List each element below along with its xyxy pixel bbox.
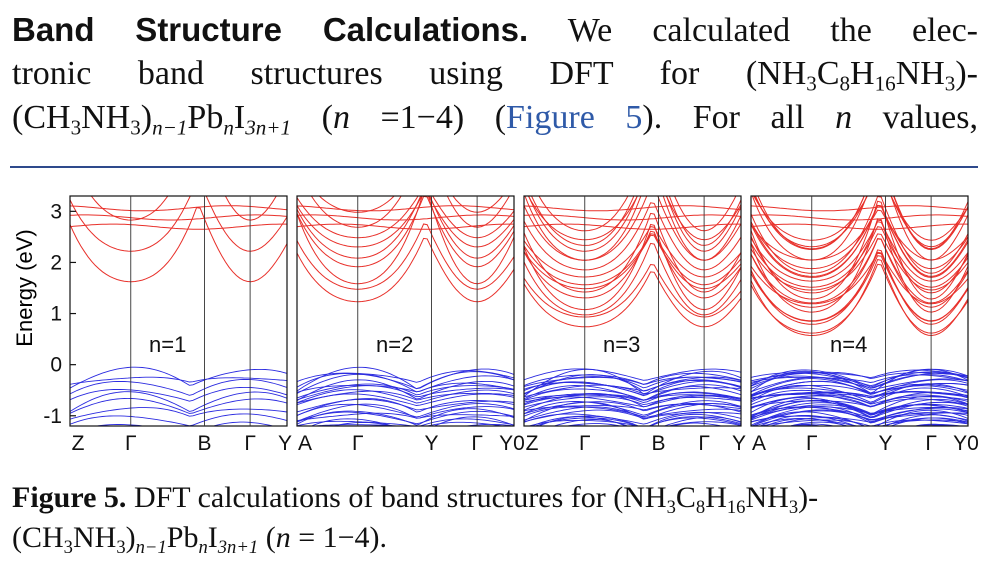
paragraph-line-2: tronic band structures using DFT for (NH…	[12, 55, 978, 96]
caption-line-2: (CH3NH3)n−1PbnI3n+1 (n = 1−4).	[12, 521, 388, 558]
caption-line-1: Figure 5. DFT calculations of band struc…	[12, 481, 819, 518]
k-point-label: Γ	[471, 432, 483, 455]
y-tick-label: 1	[50, 303, 62, 326]
k-point-label: Y	[732, 432, 746, 455]
k-point-label: Γ	[244, 432, 256, 455]
k-point-label: Z	[72, 432, 85, 455]
band-curves	[524, 196, 741, 426]
band-panel-2: A Γ Y Γ Y0 n=2	[296, 195, 525, 455]
panel-frame	[69, 195, 288, 427]
k-point-label: Y	[278, 432, 292, 455]
section-divider	[10, 166, 978, 168]
k-point-label: B	[198, 432, 212, 455]
k-point-label: Y	[879, 432, 893, 455]
y-axis-label: Energy (eV)	[12, 229, 37, 346]
k-point-label: Γ	[806, 432, 818, 455]
k-point-label: B	[652, 432, 666, 455]
paragraph-line-3: (CH3NH3)n−1PbnI3n+1 (n =1−4) (Figure 5).…	[12, 99, 978, 140]
figure-5-link[interactable]: Figure 5	[506, 99, 643, 136]
band-curves	[751, 196, 968, 426]
y-tick-label: 0	[50, 354, 62, 377]
k-point-label: Γ	[352, 432, 364, 455]
y-tick-label: -1	[43, 405, 62, 428]
panel-frame	[296, 195, 515, 427]
panel-frame	[523, 195, 742, 427]
y-tick-label: 3	[50, 200, 62, 223]
panel-label: n=3	[603, 332, 640, 357]
k-point-label: Γ	[925, 432, 937, 455]
k-point-label: Γ	[579, 432, 591, 455]
band-curves	[297, 196, 514, 426]
k-point-label: Γ	[125, 432, 137, 455]
section-heading: Band Structure Calculations.	[12, 11, 529, 48]
k-point-label: Y	[425, 432, 439, 455]
panel-label: n=1	[149, 332, 186, 357]
body-paragraph: Band Structure Calculations. We calculat…	[12, 8, 978, 140]
k-point-label: Z	[526, 432, 539, 455]
k-point-label: Y0	[953, 432, 979, 455]
k-point-label: Γ	[698, 432, 710, 455]
k-point-label: A	[752, 432, 766, 455]
panel-label: n=4	[830, 332, 867, 357]
y-tick-label: 2	[50, 251, 62, 274]
figure-caption: Figure 5. DFT calculations of band struc…	[12, 478, 978, 558]
k-point-label: Y0	[499, 432, 525, 455]
caption-label: Figure 5.	[12, 481, 127, 514]
panel-frame	[750, 195, 969, 427]
band-curves	[70, 196, 287, 426]
band-panel-4: A Γ Y Γ Y0 n=4	[750, 195, 979, 455]
band-panel-3: Z Γ B Γ Yn=3	[523, 195, 746, 455]
paragraph-line-1: Band Structure Calculations. We calculat…	[12, 11, 978, 49]
k-point-label: A	[298, 432, 312, 455]
panel-label: n=2	[376, 332, 413, 357]
